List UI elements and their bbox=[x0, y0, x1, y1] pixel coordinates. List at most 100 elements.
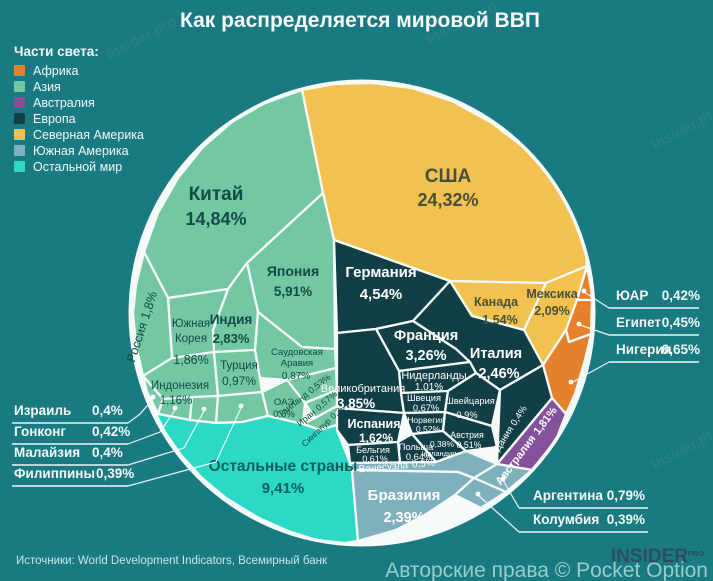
label-switzerland-value: 0,9% bbox=[456, 410, 477, 420]
cell-switzerland bbox=[443, 371, 502, 428]
label-india-value: 2,83% bbox=[213, 331, 250, 346]
legend-item-australia: Австралия bbox=[14, 96, 95, 110]
label-brazil-name: Бразилия bbox=[368, 487, 441, 504]
bg-watermark: Insider.pro bbox=[649, 103, 713, 154]
cell-brazil bbox=[350, 468, 476, 543]
callout-egypt-name: Египет bbox=[616, 315, 661, 330]
label-uae-value: 0,5% bbox=[273, 409, 295, 420]
cell-turkey bbox=[212, 348, 264, 398]
cell-colombia bbox=[453, 476, 508, 510]
label-france-value: 3,26% bbox=[405, 348, 446, 364]
callout-colombia-value: 0,39% bbox=[607, 512, 645, 527]
leader-south-africa bbox=[583, 291, 610, 309]
dot-israel bbox=[150, 394, 156, 400]
legend-label: Остальной мир bbox=[33, 160, 122, 174]
label-south-korea-value: 1,86% bbox=[173, 353, 208, 367]
callout-israel-name: Израиль bbox=[14, 403, 71, 418]
callout-israel-value: 0,4% bbox=[92, 403, 123, 418]
dot-egypt bbox=[576, 321, 582, 327]
dot-malaysia bbox=[201, 406, 207, 412]
label-italy-name: Италия bbox=[470, 346, 522, 362]
legend-swatch-asia bbox=[14, 81, 25, 92]
callout-hong-kong-name: Гонконг bbox=[14, 424, 66, 439]
sources-text: Источники: World Development Indicators,… bbox=[16, 555, 328, 567]
legend-item-rest-of-world: Остальной мир bbox=[14, 160, 122, 174]
label-indonesia-name: Индонезия bbox=[151, 380, 209, 392]
dot-hong-kong bbox=[172, 405, 178, 411]
label-japan-value: 5,91% bbox=[274, 284, 312, 299]
cell-south-africa bbox=[575, 264, 592, 302]
label-netherlands-value: 1,01% bbox=[415, 382, 443, 393]
insider-logo-text: INSIDER bbox=[611, 546, 688, 567]
label-mexico-value: 2,09% bbox=[534, 304, 569, 318]
label-italy-value: 2,46% bbox=[478, 366, 519, 382]
legend-heading: Части света: bbox=[14, 44, 99, 59]
label-spain-name: Испания bbox=[348, 417, 401, 431]
legend-item-asia: Азия bbox=[14, 80, 61, 94]
leader-israel bbox=[127, 398, 154, 424]
legend-label: Южная Америка bbox=[33, 144, 129, 158]
legend-label: Африка bbox=[33, 64, 78, 78]
legend-swatch-rest-of-world bbox=[14, 161, 25, 172]
legend-swatch-australia bbox=[14, 97, 25, 108]
insider-logo: INSIDER PRO bbox=[611, 546, 704, 567]
label-sweden-name: Швеция bbox=[407, 393, 441, 403]
callout-philippines-value: 0,39% bbox=[96, 466, 134, 481]
bg-watermark: Insider.pro bbox=[649, 423, 713, 474]
bottom-right-callouts: Аргентина 0,79% Колумбия 0,39% bbox=[519, 488, 648, 533]
bg-watermark: Insider.pro bbox=[104, 13, 180, 64]
legend-item-europe: Европа bbox=[14, 112, 76, 126]
legend-item-south-america: Южная Америка bbox=[14, 144, 129, 158]
callout-nigeria-name: Нигерия bbox=[616, 342, 672, 357]
callout-colombia-name: Колумбия bbox=[533, 512, 599, 527]
label-uk-value: 3,85% bbox=[337, 396, 375, 411]
callout-malaysia-value: 0,4% bbox=[92, 445, 123, 460]
label-brazil-value: 2,39% bbox=[383, 510, 424, 526]
label-usa-name: США bbox=[425, 166, 472, 187]
label-uae-name: ОАЭ bbox=[274, 397, 294, 408]
label-germany-name: Германия bbox=[345, 264, 416, 281]
leader-malaysia bbox=[127, 410, 205, 466]
legend-label: Азия bbox=[33, 80, 61, 94]
insider-logo-suffix: PRO bbox=[688, 549, 704, 558]
leader-argentina bbox=[502, 479, 520, 509]
legend-label: Австралия bbox=[33, 96, 95, 110]
label-norway-name: Норвегия bbox=[407, 415, 445, 425]
label-rest-of-world-value: 9,41% bbox=[262, 480, 305, 497]
legend-label: Европа bbox=[33, 112, 76, 126]
label-ireland-value: 0,38% bbox=[430, 439, 455, 449]
label-belgium-value: 0,61% bbox=[362, 454, 388, 464]
label-sweden-value: 0,67% bbox=[413, 403, 439, 413]
label-poland-value: 0,64% bbox=[406, 452, 432, 462]
legend-swatch-north-america bbox=[14, 129, 25, 140]
label-usa-value: 24,32% bbox=[417, 190, 478, 210]
cell-russia bbox=[132, 250, 174, 378]
label-spain-value: 1,62% bbox=[359, 431, 393, 445]
label-poland-name: Польша bbox=[399, 442, 434, 452]
label-norway-value: 0,52% bbox=[416, 424, 441, 434]
dot-colombia bbox=[475, 491, 481, 497]
label-germany-value: 4,54% bbox=[360, 286, 403, 303]
label-netherlands-name: Нидерланды bbox=[401, 370, 466, 382]
treemap-cells bbox=[132, 83, 592, 543]
leader-nigeria bbox=[570, 361, 610, 384]
callout-argentina-value: 0,79% bbox=[607, 488, 645, 503]
cell-denmark bbox=[495, 363, 554, 466]
callout-egypt-value: 0,45% bbox=[662, 315, 700, 330]
leader-lines bbox=[127, 288, 610, 533]
leader-colombia bbox=[477, 494, 520, 533]
label-austria-value: 0,51% bbox=[457, 440, 482, 450]
page-title: Как распределяется мировой ВВП bbox=[180, 9, 540, 32]
label-turkey-value: 0,97% bbox=[222, 374, 256, 388]
label-switzerland-name: Швейцария bbox=[445, 396, 495, 406]
label-japan-name: Япония bbox=[267, 263, 319, 279]
legend: Части света: Африка Азия Австралия Европ… bbox=[14, 44, 144, 174]
legend-swatch-africa bbox=[14, 65, 25, 76]
label-austria-name: Австрия bbox=[450, 430, 484, 440]
callout-south-africa-name: ЮАР bbox=[616, 288, 648, 303]
dot-philippines bbox=[238, 403, 244, 409]
label-south-korea-name: Южная Корея bbox=[172, 318, 210, 345]
label-china-name: Китай bbox=[189, 184, 244, 205]
